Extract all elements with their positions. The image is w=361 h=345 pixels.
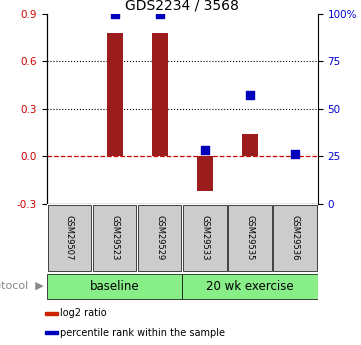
- Bar: [47, 274, 182, 299]
- Bar: [182, 274, 318, 299]
- Text: protocol  ▶: protocol ▶: [0, 282, 43, 291]
- Bar: [152, 33, 168, 156]
- Point: [292, 151, 298, 157]
- Bar: [242, 134, 258, 156]
- Point: [202, 148, 208, 153]
- Text: baseline: baseline: [90, 280, 139, 293]
- Text: GSM29536: GSM29536: [291, 215, 300, 261]
- Bar: [274, 205, 317, 271]
- Title: GDS2234 / 3568: GDS2234 / 3568: [125, 0, 239, 13]
- Text: GSM29523: GSM29523: [110, 215, 119, 261]
- Point: [247, 92, 253, 98]
- Bar: [107, 33, 122, 156]
- Text: percentile rank within the sample: percentile rank within the sample: [60, 328, 225, 338]
- Text: 20 wk exercise: 20 wk exercise: [206, 280, 294, 293]
- Text: GSM29507: GSM29507: [65, 215, 74, 261]
- Bar: [138, 205, 182, 271]
- Bar: [93, 205, 136, 271]
- Bar: [183, 205, 227, 271]
- Bar: [48, 205, 91, 271]
- Bar: [197, 156, 213, 191]
- Text: log2 ratio: log2 ratio: [60, 308, 107, 318]
- Text: GSM29533: GSM29533: [200, 215, 209, 261]
- Point: [112, 11, 118, 17]
- Text: GSM29529: GSM29529: [155, 215, 164, 261]
- Point: [157, 11, 162, 17]
- Bar: [45, 312, 58, 315]
- Bar: [45, 331, 58, 334]
- Bar: [229, 205, 272, 271]
- Text: GSM29535: GSM29535: [245, 215, 255, 261]
